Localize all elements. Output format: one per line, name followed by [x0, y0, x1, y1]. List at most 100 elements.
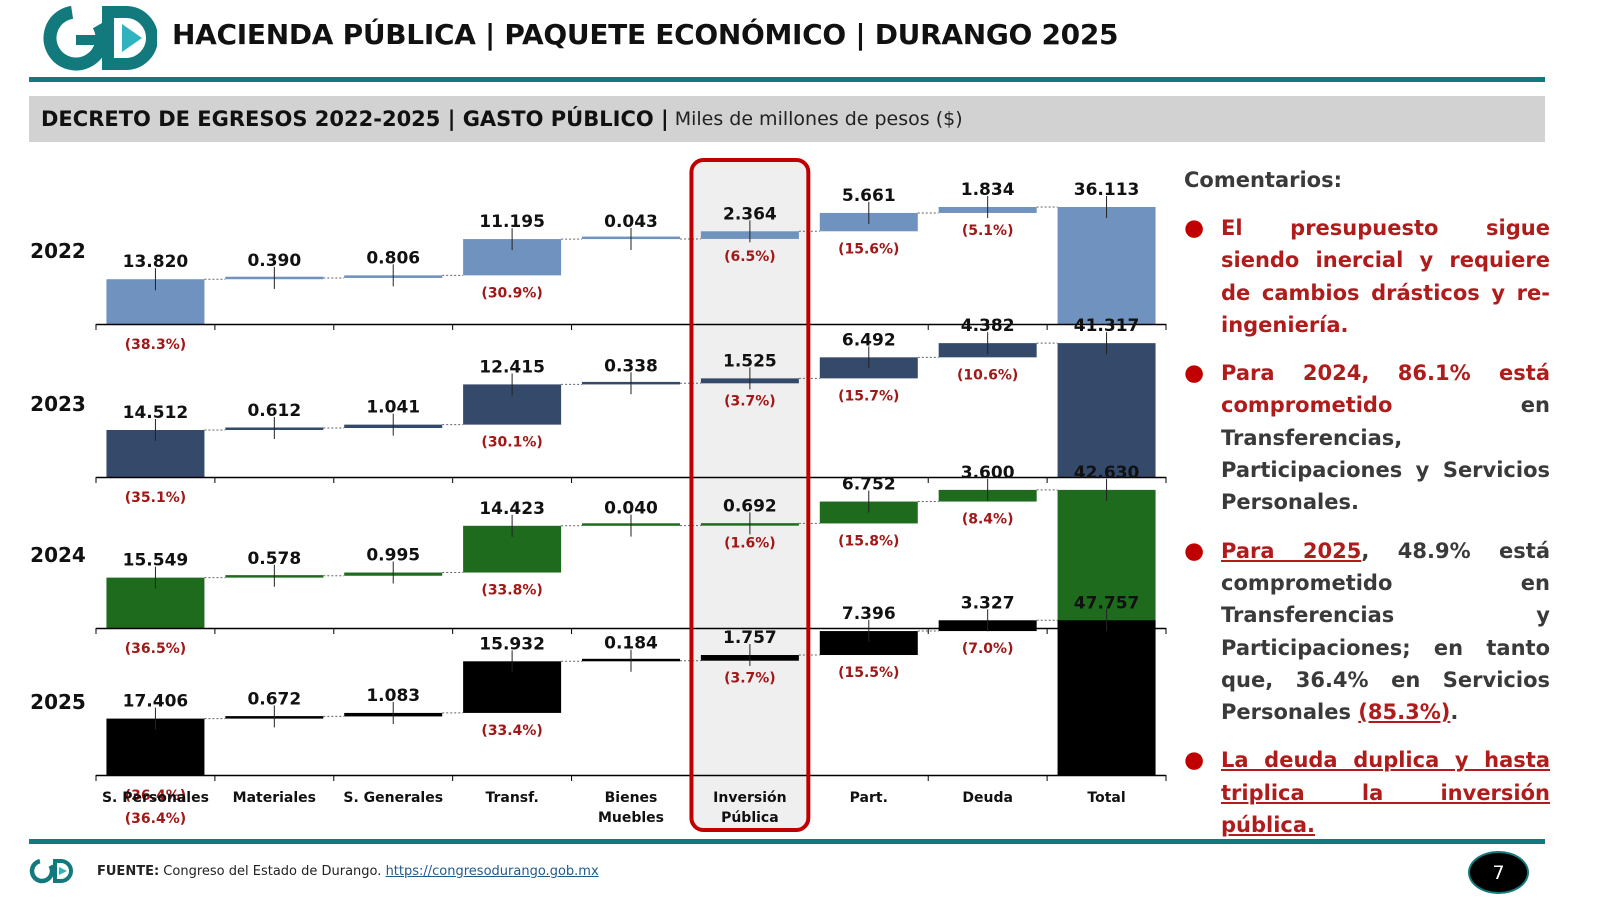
source-link[interactable]: https://congresodurango.gob.mx — [385, 864, 599, 879]
data-label: 36.113 — [1074, 180, 1140, 200]
data-label: 4.382 — [961, 316, 1015, 336]
source-text: Congreso del Estado de Durango. — [163, 864, 382, 879]
comment-2025-committed: ● Para 2025, 48.9% está comprometido en T… — [1184, 535, 1550, 729]
percent-label: (15.8%) — [838, 533, 899, 549]
comments-title: Comentarios: — [1184, 168, 1343, 192]
data-label: 7.396 — [842, 604, 896, 624]
year-label: 2024 — [30, 543, 86, 567]
data-label: 0.338 — [604, 356, 658, 376]
data-label: 3.600 — [961, 463, 1015, 483]
waterfall-chart: 2022 13.820 (38.3%) 0.390 0.806 11.195 (30.9%)… — [30, 158, 1167, 832]
category-label: Materiales — [233, 790, 316, 806]
bullet-icon: ● — [1184, 537, 1205, 564]
highlight-background — [690, 160, 810, 830]
category-note: (36.4%) — [125, 811, 186, 827]
data-label: 0.692 — [723, 496, 777, 516]
header-divider — [29, 77, 1545, 82]
comment-highlight: Para 2025 — [1221, 538, 1362, 563]
data-label: 12.415 — [479, 357, 545, 377]
data-label: 11.195 — [479, 212, 545, 232]
category-label: S. Personales — [102, 790, 209, 806]
chart-subtitle-bar: DECRETO DE EGRESOS 2022-2025 | GASTO PÚB… — [29, 96, 1545, 142]
comment-debt: ● La deuda duplica y hasta triplica la i… — [1184, 744, 1550, 841]
bar — [819, 631, 918, 656]
bar — [1057, 489, 1156, 628]
footer-divider — [29, 839, 1545, 844]
chart-unit: Miles de millones de pesos ($) — [674, 108, 963, 130]
percent-label: (30.1%) — [481, 435, 542, 451]
data-label: 1.757 — [723, 628, 777, 648]
comment-2024-committed: ● Para 2024, 86.1% está comprometido en … — [1184, 357, 1550, 518]
bar — [1057, 207, 1156, 324]
gd-footer-logo — [29, 858, 73, 884]
data-label: 0.184 — [604, 634, 658, 654]
category-label: S. Generales — [343, 790, 443, 806]
data-label: 0.995 — [366, 546, 420, 566]
data-label: 3.327 — [961, 593, 1015, 613]
data-label: 41.317 — [1074, 316, 1140, 336]
percent-label: (36.5%) — [125, 641, 186, 657]
bullet-icon: ● — [1184, 215, 1205, 241]
percent-label: (35.1%) — [125, 490, 186, 506]
percent-label: (10.6%) — [957, 367, 1018, 383]
category-label: Deuda — [962, 790, 1013, 806]
percent-label: (15.7%) — [838, 388, 899, 404]
percent-label: (8.4%) — [962, 512, 1014, 528]
category-label: Inversión Pública — [713, 790, 786, 826]
percent-label: (36.4%) — [125, 788, 186, 804]
bar — [1057, 343, 1156, 477]
category-label: Transf. — [485, 790, 538, 806]
data-label: 0.390 — [247, 251, 301, 271]
data-label: 0.612 — [247, 401, 301, 421]
percent-label: (15.6%) — [838, 241, 899, 257]
data-label: 1.083 — [366, 686, 420, 706]
source-label: FUENTE: — [97, 864, 160, 879]
data-label: 0.578 — [247, 549, 301, 569]
category-label: Part. — [850, 790, 888, 806]
year-label: 2022 — [30, 239, 86, 263]
data-label: 5.661 — [842, 186, 896, 206]
page-number: 7 — [1468, 851, 1529, 894]
comment-text: , 48.9% está comprometido en Transferenc… — [1221, 538, 1550, 725]
page-title: HACIENDA PÚBLICA | PAQUETE ECONÓMICO | D… — [172, 18, 1119, 51]
comment-text: La deuda duplica y hasta triplica la inv… — [1221, 748, 1550, 838]
highlight-border — [689, 158, 811, 832]
percent-label: (1.6%) — [724, 536, 776, 552]
percent-label: (33.8%) — [481, 583, 542, 599]
comments-panel: Comentarios: ● El presupuesto sigue sien… — [1184, 168, 1550, 841]
percent-label: (6.5%) — [724, 249, 776, 265]
bar — [1057, 620, 1156, 775]
data-label: 0.040 — [604, 499, 658, 519]
comment-text: El presupuesto sigue siendo inercial y r… — [1221, 216, 1550, 337]
category-label: Bienes Muebles — [598, 790, 664, 826]
data-label: 2.364 — [723, 204, 777, 224]
comment-inertial-budget: ● El presupuesto sigue siendo inercial y… — [1184, 212, 1550, 341]
data-label: 1.834 — [961, 180, 1015, 200]
data-label: 15.932 — [479, 634, 545, 654]
percent-label: (3.7%) — [724, 671, 776, 687]
percent-label: (5.1%) — [962, 223, 1014, 239]
percent-label: (3.7%) — [724, 393, 776, 409]
year-label: 2023 — [30, 392, 86, 416]
percent-label: (33.4%) — [481, 723, 542, 739]
comment-highlight: Para 2024, 86.1% está comprometido — [1221, 361, 1550, 418]
data-label: 17.406 — [123, 692, 189, 712]
year-label: 2025 — [30, 690, 86, 714]
data-label: 0.043 — [604, 212, 658, 232]
data-label: 47.757 — [1074, 593, 1140, 613]
data-label: 0.806 — [366, 248, 420, 268]
chart-subtitle: DECRETO DE EGRESOS 2022-2025 | GASTO PÚB… — [41, 107, 669, 131]
gd-logo — [43, 5, 157, 71]
data-label: 6.752 — [842, 475, 896, 495]
bullet-icon: ● — [1184, 747, 1205, 774]
data-label: 15.549 — [123, 551, 189, 571]
data-label: 1.525 — [723, 351, 777, 371]
data-label: 42.630 — [1074, 463, 1140, 483]
data-label: 1.041 — [366, 398, 420, 418]
data-label: 14.512 — [123, 403, 189, 423]
comment-text: en Transferencias, Participaciones y Ser… — [1221, 393, 1550, 515]
data-label: 14.423 — [479, 499, 545, 519]
percent-label: (38.3%) — [125, 337, 186, 353]
data-label: 6.492 — [842, 330, 896, 350]
comment-highlight-total: (85.3%) — [1358, 700, 1451, 725]
